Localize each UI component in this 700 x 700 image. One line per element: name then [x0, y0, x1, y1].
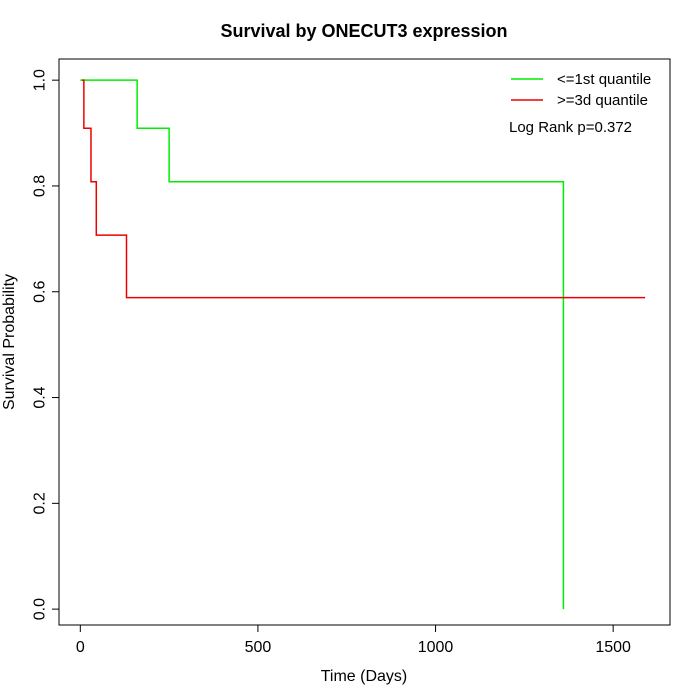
x-axis-label: Time (Days) [321, 668, 408, 685]
x-tick-label: 1000 [418, 639, 454, 656]
survival-curve-0 [80, 79, 565, 610]
x-axis: 0 500 1000 1500 [76, 624, 631, 656]
y-tick-label: 0.4 [32, 386, 49, 408]
y-tick-label: 1.0 [32, 69, 49, 91]
y-tick-label: 0.6 [32, 281, 49, 303]
logrank-annotation: Log Rank p=0.372 [509, 119, 632, 136]
legend: <=1st quantile >=3d quantile [511, 71, 651, 109]
y-axis-label: Survival Probability [1, 274, 18, 410]
x-tick-label: 1500 [595, 639, 631, 656]
legend-label: <=1st quantile [557, 71, 651, 88]
survival-curve-1 [82, 79, 646, 299]
x-tick-label: 500 [245, 639, 272, 656]
y-tick-label: 0.8 [32, 175, 49, 197]
y-tick-label: 0.0 [32, 598, 49, 620]
legend-label: >=3d quantile [557, 92, 648, 109]
x-tick-label: 0 [76, 639, 85, 656]
plot-frame [58, 58, 671, 626]
y-tick-label: 0.2 [32, 492, 49, 514]
chart-title: Survival by ONECUT3 expression [220, 21, 507, 41]
series-layer [80, 79, 646, 610]
y-axis: 0.0 0.2 0.4 0.6 0.8 1.0 [32, 69, 60, 620]
